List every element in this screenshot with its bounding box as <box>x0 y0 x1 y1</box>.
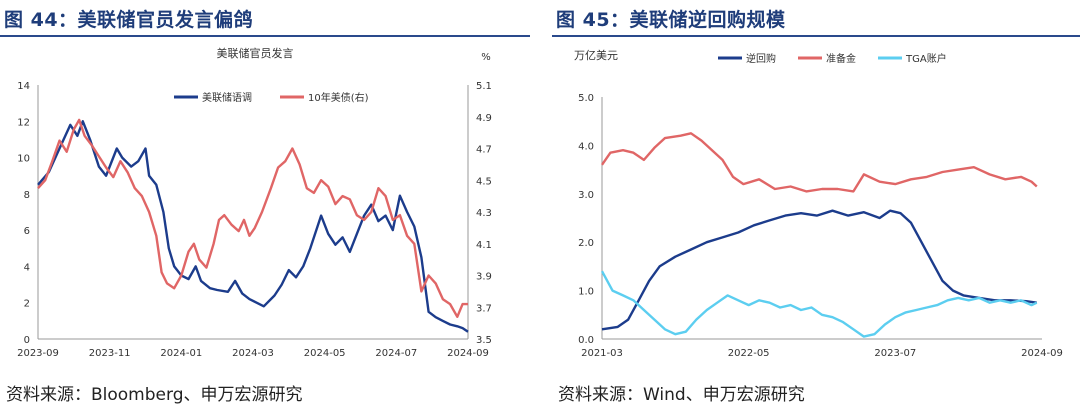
series-line-ust-10y <box>37 118 468 318</box>
figure-45-title: 图 45：美联储逆回购规模 <box>556 9 786 31</box>
y-tick-label: 4.0 <box>578 141 594 152</box>
x-axis-ticks: 2023-09 2023-11 2024-01 2024-03 2024-05 2024-… <box>17 348 489 359</box>
legend-label: TGA账户 <box>905 52 947 65</box>
y-tick-label: 1.0 <box>578 287 594 298</box>
x-tick-label: 2024-05 <box>304 348 346 359</box>
reverse-repo-chart: 万亿美元 0.01.02.03.04.05.0 2021-03 2022-05 20… <box>574 49 1063 359</box>
y-tick-label: 6 <box>24 226 30 237</box>
figure-44-source: 资料来源：Bloomberg、申万宏源研究 <box>6 385 303 405</box>
figure-44-title-rule <box>0 35 530 37</box>
legend: 美联储语调 10年美债(右) <box>174 91 369 104</box>
y-tick-label: 12 <box>17 117 30 128</box>
y2-tick-label: 5.1 <box>476 81 492 92</box>
x-tick-label: 2023-11 <box>89 348 131 359</box>
fed-speech-chart: 美联储官员发言 % 0 2 4 6 8 10 12 14 3.5 3.7 3.9 4.1 4.3 4.5… <box>17 46 492 359</box>
legend-label: 准备金 <box>826 52 856 65</box>
x-tick-label: 2024-01 <box>160 348 202 359</box>
series-lines <box>37 118 469 333</box>
x-tick-label: 2024-03 <box>232 348 274 359</box>
figure-45-title-rule <box>552 35 1080 37</box>
axis-frame <box>601 97 1042 340</box>
series-line-reserves <box>601 132 1038 193</box>
x-tick-label: 2023-09 <box>17 348 59 359</box>
figure-45-panel: 图 45：美联储逆回购规模 万亿美元 0.0 1.0 2.0 3.0 4.0 5.0 20… <box>552 0 1080 407</box>
legend-label: 10年美债(右) <box>308 91 369 104</box>
x-tick-label: 2021-03 <box>581 348 623 359</box>
y2-tick-label: 4.3 <box>476 208 492 219</box>
legend-label: 逆回购 <box>746 52 776 65</box>
y-tick-label: 0.0 <box>578 335 594 346</box>
chart-title: 美联储官员发言 <box>217 46 294 60</box>
y-axis-ticks: 0.0 1.0 2.0 3.0 4.0 5.0 <box>578 93 594 346</box>
x-tick-label: 2023-07 <box>874 348 916 359</box>
x-tick-label: 2024-09 <box>447 348 489 359</box>
left-axis-ticks: 0 2 4 6 8 10 12 14 <box>17 81 30 346</box>
y2-tick-label: 3.7 <box>476 303 492 314</box>
y2-tick-label: 4.7 <box>476 145 492 156</box>
x-axis-ticks: 2021-03 2022-05 2023-07 2024-09 <box>581 348 1063 359</box>
y-tick-label: 10 <box>17 154 30 165</box>
x-tick-label: 2024-07 <box>375 348 417 359</box>
y-tick-label: 2.0 <box>578 238 594 249</box>
y-axis-unit: 万亿美元 <box>574 49 618 62</box>
figure-44-panel: 图 44：美联储官员发言偏鸽 美联储官员发言 % 0 2 4 6 8 10 12 14 3.5… <box>0 0 530 407</box>
figure-44-title: 图 44：美联储官员发言偏鸽 <box>4 9 254 31</box>
y-tick-label: 0 <box>24 335 30 346</box>
legend-label: 美联储语调 <box>202 91 252 104</box>
x-tick-label: 2022-05 <box>728 348 770 359</box>
right-axis-ticks: 3.5 3.7 3.9 4.1 4.3 4.5 4.7 4.9 5.1 <box>476 81 492 346</box>
series-lines <box>600 132 1038 338</box>
right-axis-unit: % <box>481 52 491 63</box>
x-tick-label: 2024-09 <box>1021 348 1063 359</box>
y2-tick-label: 4.5 <box>476 176 492 187</box>
y-tick-label: 8 <box>24 190 30 201</box>
y-tick-label: 4 <box>24 262 30 273</box>
figure-45-source: 资料来源：Wind、申万宏源研究 <box>558 385 805 405</box>
y2-tick-label: 4.1 <box>476 240 492 251</box>
series-line-fed-tone <box>37 120 469 333</box>
y-tick-label: 2 <box>24 299 30 310</box>
y2-tick-label: 4.9 <box>476 113 492 124</box>
series-line-reverse-repo <box>601 209 1037 331</box>
y-tick-label: 14 <box>17 81 30 92</box>
legend: 逆回购 准备金 TGA账户 <box>718 52 947 65</box>
series-line-tga <box>600 270 1038 338</box>
y2-tick-label: 3.9 <box>476 272 492 283</box>
y-tick-label: 3.0 <box>578 190 594 201</box>
axis-frame <box>37 85 469 340</box>
y2-tick-label: 3.5 <box>476 335 492 346</box>
y-tick-label: 5.0 <box>578 93 594 104</box>
